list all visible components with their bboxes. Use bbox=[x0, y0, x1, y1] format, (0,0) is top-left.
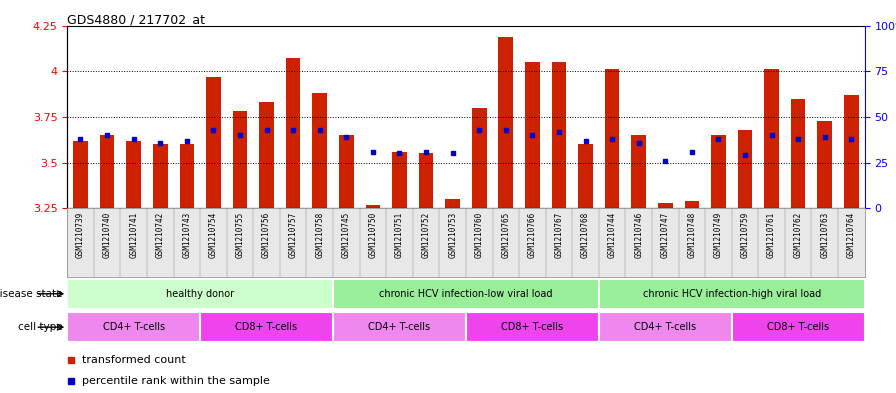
Text: chronic HCV infection-low viral load: chronic HCV infection-low viral load bbox=[379, 289, 553, 299]
Bar bbox=[472, 108, 487, 208]
Text: GSM1210766: GSM1210766 bbox=[528, 212, 537, 258]
Bar bbox=[126, 141, 141, 208]
Text: CD4+ T-cells: CD4+ T-cells bbox=[368, 322, 431, 332]
Bar bbox=[844, 95, 858, 208]
Bar bbox=[392, 152, 407, 208]
Bar bbox=[599, 279, 865, 309]
Bar bbox=[73, 141, 88, 208]
Text: GSM1210748: GSM1210748 bbox=[687, 212, 696, 258]
Text: chronic HCV infection-high viral load: chronic HCV infection-high viral load bbox=[642, 289, 821, 299]
Text: cell type: cell type bbox=[18, 322, 63, 332]
Text: GSM1210740: GSM1210740 bbox=[102, 212, 112, 258]
Bar bbox=[339, 135, 354, 208]
Text: CD4+ T-cells: CD4+ T-cells bbox=[102, 322, 165, 332]
Bar bbox=[200, 312, 333, 342]
Bar bbox=[791, 99, 806, 208]
Bar bbox=[711, 135, 726, 208]
Bar bbox=[552, 62, 566, 208]
Text: GSM1210758: GSM1210758 bbox=[315, 212, 324, 258]
Text: percentile rank within the sample: percentile rank within the sample bbox=[82, 376, 270, 386]
Text: GSM1210757: GSM1210757 bbox=[289, 212, 297, 258]
Bar bbox=[99, 135, 115, 208]
Text: CD8+ T-cells: CD8+ T-cells bbox=[236, 322, 297, 332]
Text: GSM1210752: GSM1210752 bbox=[421, 212, 431, 258]
Text: GSM1210743: GSM1210743 bbox=[182, 212, 192, 258]
Bar bbox=[333, 312, 466, 342]
Text: GSM1210767: GSM1210767 bbox=[555, 212, 564, 258]
Text: GSM1210745: GSM1210745 bbox=[341, 212, 351, 258]
Text: GSM1210763: GSM1210763 bbox=[820, 212, 830, 258]
Bar bbox=[153, 144, 168, 208]
Text: GSM1210765: GSM1210765 bbox=[501, 212, 511, 258]
Bar bbox=[206, 77, 220, 208]
Text: GSM1210756: GSM1210756 bbox=[262, 212, 271, 258]
Text: GSM1210764: GSM1210764 bbox=[847, 212, 856, 258]
Text: CD4+ T-cells: CD4+ T-cells bbox=[634, 322, 696, 332]
Bar bbox=[286, 59, 300, 208]
Bar bbox=[179, 144, 194, 208]
Bar bbox=[466, 312, 599, 342]
Bar bbox=[599, 312, 732, 342]
Bar bbox=[313, 93, 327, 208]
Text: CD8+ T-cells: CD8+ T-cells bbox=[767, 322, 830, 332]
Text: GSM1210760: GSM1210760 bbox=[475, 212, 484, 258]
Text: GSM1210755: GSM1210755 bbox=[236, 212, 245, 258]
Bar bbox=[445, 199, 460, 208]
Bar bbox=[737, 130, 753, 208]
Text: disease state: disease state bbox=[0, 289, 63, 299]
Bar bbox=[333, 279, 599, 309]
Text: GSM1210768: GSM1210768 bbox=[581, 212, 590, 258]
Text: GSM1210749: GSM1210749 bbox=[714, 212, 723, 258]
Bar bbox=[366, 205, 380, 208]
Text: GSM1210746: GSM1210746 bbox=[634, 212, 643, 258]
Text: GSM1210739: GSM1210739 bbox=[76, 212, 85, 258]
Text: GSM1210759: GSM1210759 bbox=[740, 212, 750, 258]
Bar bbox=[764, 70, 779, 208]
Bar bbox=[817, 121, 832, 208]
Text: GSM1210742: GSM1210742 bbox=[156, 212, 165, 258]
Text: GSM1210762: GSM1210762 bbox=[794, 212, 803, 258]
Text: GSM1210753: GSM1210753 bbox=[448, 212, 457, 258]
Text: GSM1210744: GSM1210744 bbox=[607, 212, 616, 258]
Text: healthy donor: healthy donor bbox=[166, 289, 234, 299]
Bar bbox=[525, 62, 539, 208]
Text: GSM1210741: GSM1210741 bbox=[129, 212, 138, 258]
Bar bbox=[732, 312, 865, 342]
Text: GSM1210750: GSM1210750 bbox=[368, 212, 377, 258]
Bar bbox=[685, 201, 699, 208]
Bar bbox=[67, 312, 200, 342]
Bar bbox=[418, 154, 434, 208]
Text: GSM1210754: GSM1210754 bbox=[209, 212, 218, 258]
Bar bbox=[259, 102, 274, 208]
Text: GSM1210747: GSM1210747 bbox=[660, 212, 670, 258]
Text: GSM1210761: GSM1210761 bbox=[767, 212, 776, 258]
Bar bbox=[632, 135, 646, 208]
Bar bbox=[498, 37, 513, 208]
Bar bbox=[233, 112, 247, 208]
Bar bbox=[658, 203, 673, 208]
Text: transformed count: transformed count bbox=[82, 354, 185, 365]
Text: CD8+ T-cells: CD8+ T-cells bbox=[501, 322, 564, 332]
Bar bbox=[67, 279, 333, 309]
Bar bbox=[578, 144, 593, 208]
Text: GDS4880 / 217702_at: GDS4880 / 217702_at bbox=[67, 13, 205, 26]
Bar bbox=[605, 70, 619, 208]
Text: GSM1210751: GSM1210751 bbox=[395, 212, 404, 258]
